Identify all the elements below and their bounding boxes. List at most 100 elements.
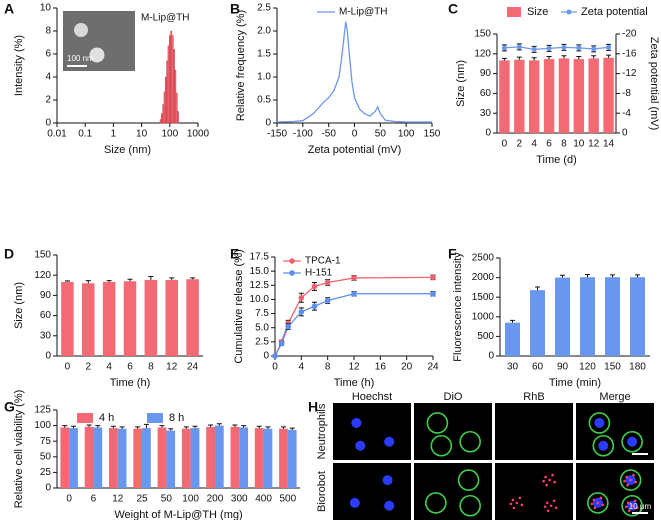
x-tick-label: 100 (182, 494, 199, 505)
y-tick-label: 1000 (472, 311, 495, 322)
bar (117, 428, 127, 488)
x-tick-label: 0 (502, 139, 508, 150)
membrane (426, 412, 449, 434)
series-line (274, 293, 433, 357)
bar (165, 279, 178, 356)
bar (123, 281, 137, 356)
rhb-dot (633, 499, 637, 503)
nucleus (351, 417, 362, 428)
x-axis-label: Time (d) (536, 154, 577, 166)
x-tick-label: 30 (507, 362, 519, 373)
error-bar (62, 425, 68, 428)
bar (514, 59, 525, 133)
micrograph (576, 463, 654, 520)
y-tick-label: 4 (45, 72, 51, 83)
x-tick-label: 20 (401, 362, 413, 373)
legend-label: M-Lip@TH (141, 13, 190, 24)
x-tick-label: 180 (629, 362, 646, 373)
y-tick-label: 10.0 (250, 294, 270, 305)
y-tick-label: 0 (45, 483, 51, 494)
y-axis-label: Size (nm) (13, 282, 25, 329)
error-bar (561, 55, 567, 59)
column-header: Merge (599, 391, 630, 403)
x-axis-label: Time (h) (334, 377, 375, 389)
error-bar (168, 428, 174, 431)
panel-label: A (4, 1, 14, 17)
series-marker (298, 294, 305, 301)
x-tick-label: 24 (427, 362, 439, 373)
bar (133, 428, 143, 488)
x-tick-label: 120 (579, 362, 596, 373)
x-tick-label: 24 (187, 362, 199, 373)
y-tick-label: 25 (40, 467, 52, 478)
bar (144, 279, 158, 356)
legend-label: 4 h (99, 412, 114, 424)
rhb-dot (511, 498, 515, 502)
row-label: Neutrophils (316, 403, 328, 459)
y-tick-label: 100 (34, 420, 51, 431)
legend-swatch (507, 7, 521, 17)
x-tick-label: 150 (424, 129, 441, 140)
x-tick-label: 8 (148, 362, 154, 373)
error-bar (585, 273, 590, 278)
x-tick-label: -150 (267, 129, 287, 140)
error-bar (501, 57, 507, 61)
series-marker (561, 44, 567, 50)
x-tick-label: 6 (91, 494, 97, 505)
series-marker (516, 44, 522, 50)
series-marker (298, 309, 305, 315)
bar (214, 425, 224, 488)
membrane (430, 434, 453, 457)
rhb-dot (592, 498, 596, 502)
panel-label: G (4, 399, 15, 415)
membrane (619, 469, 642, 491)
x-tick-label: 0.1 (78, 129, 92, 140)
series-marker (591, 46, 597, 52)
x-tick-label: 0 (66, 494, 72, 505)
x-axis-label: Zeta potential (mV) (308, 144, 402, 156)
rhb-dot (630, 504, 634, 508)
legend-label: M-Lip@TH (339, 7, 388, 18)
x-tick-label: 12 (588, 139, 600, 150)
x-tick-label: 10 (573, 139, 585, 150)
rhb-dot (590, 502, 594, 506)
series-marker (501, 45, 507, 51)
x-axis-label: Size (nm) (104, 144, 151, 156)
error-bar (576, 55, 582, 60)
membrane (587, 492, 609, 514)
bar (573, 59, 585, 133)
y2-tick-label: -16 (622, 48, 637, 59)
error-bar (265, 426, 271, 429)
bar (580, 277, 595, 356)
error-bar (531, 57, 537, 61)
error-bar (190, 277, 196, 280)
x-tick-label: 10 (136, 129, 148, 140)
series-marker (531, 46, 537, 52)
series-marker (272, 353, 278, 359)
bar (254, 428, 264, 488)
histogram-bar (177, 111, 179, 124)
x-tick-label: 8 (325, 362, 331, 373)
inset-particle (89, 47, 105, 63)
y-tick-label: 2000 (472, 272, 495, 283)
x-tick-label: 200 (207, 494, 224, 505)
y2-tick-label: -8 (622, 88, 631, 99)
nucleus (384, 500, 395, 511)
series-marker (285, 323, 291, 330)
rhb-dot (509, 502, 513, 506)
y-axis-label: Relative frequency (%) (235, 10, 247, 121)
bar (142, 428, 151, 488)
bar (93, 427, 103, 488)
bar (186, 279, 199, 356)
rhb-dot (554, 506, 558, 510)
histogram-bar (175, 92, 178, 124)
y-tick-label: 0 (45, 118, 51, 129)
series-line (276, 21, 432, 123)
error-bar (169, 277, 175, 280)
rhb-dot (632, 473, 635, 477)
membrane (621, 430, 643, 453)
x-tick-label: 25 (136, 494, 148, 505)
error-bar (232, 424, 238, 427)
series-marker (311, 283, 318, 290)
rhb-dot (629, 478, 632, 482)
